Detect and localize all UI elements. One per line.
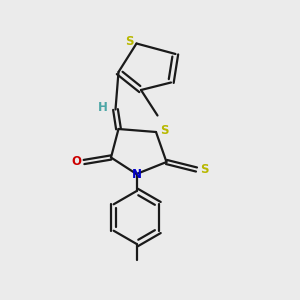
Text: S: S: [200, 163, 209, 176]
Text: S: S: [160, 124, 169, 137]
Text: N: N: [131, 167, 142, 181]
Text: O: O: [71, 154, 82, 168]
Text: S: S: [125, 35, 133, 49]
Text: H: H: [98, 100, 108, 114]
